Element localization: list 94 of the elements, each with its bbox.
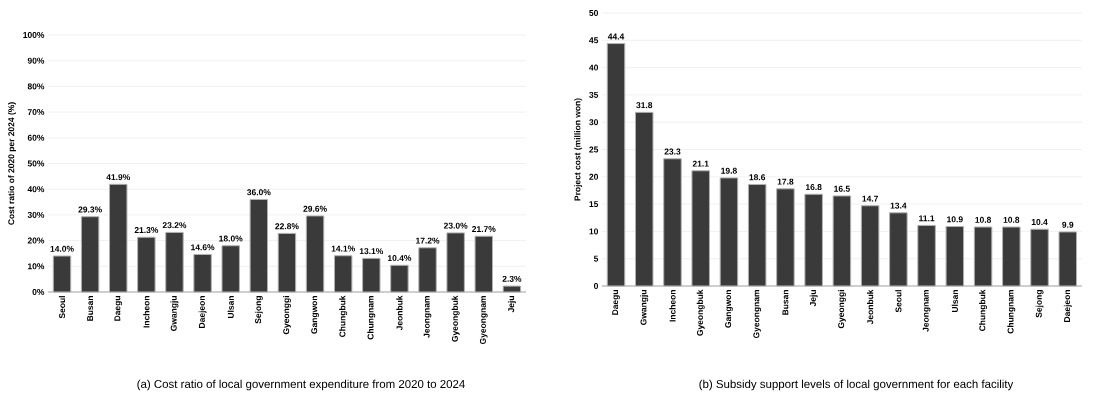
text: (a) Cost ratio of local government expenditure from 2020 to 2024 (137, 379, 465, 391)
data-label: 10.8 (975, 216, 992, 223)
x-tick-label: Gangwon (311, 296, 319, 334)
data-label: 10.8 (1003, 216, 1020, 223)
y-tick-label: 30 (589, 119, 599, 126)
data-label: 10.4 (1031, 219, 1048, 226)
text: (b) Subsidy support levels of local government for each facility (699, 379, 1014, 391)
y-tick-label: 25 (589, 146, 599, 153)
x-tick-label: Gwangju (170, 296, 179, 331)
data-label: 17.8 (777, 178, 794, 185)
data-label: 9.9 (1062, 221, 1074, 228)
y-tick-label: 20 (589, 173, 599, 180)
data-label: 10.9 (947, 216, 963, 223)
data-label: 36.0% (247, 189, 271, 196)
y-tick-label: 35 (589, 91, 599, 98)
data-label: 31.8 (636, 102, 653, 109)
y-tick-label: 5 (593, 255, 599, 262)
x-tick-label: Daejeon (198, 296, 207, 328)
y-tick-label: 0 (593, 283, 599, 289)
x-tick-label: Incheon (669, 290, 676, 322)
x-tick-label: Ulsan (951, 290, 958, 313)
x-tick-label: Ulsan (227, 296, 234, 319)
data-label: 21.1 (692, 160, 709, 167)
x-tick-label: Gyeongbuk (696, 289, 705, 336)
data-label: 13.1% (359, 248, 384, 255)
x-tick-label: Sejong (254, 296, 263, 324)
x-tick-label: Jeju (809, 290, 818, 307)
y-tick-label: 100% (23, 32, 45, 38)
x-tick-label: Gyeonggi (837, 290, 846, 329)
y-tick-label: 0% (32, 289, 45, 295)
y-tick-label: 10 (589, 228, 599, 235)
data-label: 16.8 (805, 184, 822, 191)
data-label: 44.4 (607, 33, 625, 40)
x-tick-label: Jeongnam (423, 296, 432, 338)
data-label: 23.3 (664, 148, 681, 155)
x-tick-label: Gyeongbuk (451, 295, 460, 342)
y-tick-label: 70% (27, 109, 45, 116)
data-label: 16.5 (834, 185, 850, 192)
x-tick-label: Chungnam (367, 296, 376, 340)
data-label: 29.6% (303, 205, 327, 212)
y-tick-label: 80% (27, 83, 45, 90)
data-label: 41.9% (106, 174, 131, 181)
data-label: 17.2% (416, 237, 440, 244)
x-tick-label: Daegu (612, 290, 620, 315)
x-tick-label: Daejeon (1063, 290, 1072, 322)
y-tick-label: 15 (589, 201, 599, 208)
data-label: 18.0% (219, 235, 243, 242)
data-label: 14.1% (331, 245, 355, 252)
x-tick-label: Gyeongnam (479, 296, 488, 345)
data-label: 19.8 (721, 167, 737, 174)
data-label: 13.4 (890, 202, 907, 209)
y-tick-label: 60% (27, 134, 45, 141)
x-tick-label: Jeonbuk (396, 295, 403, 331)
data-label: 29.3% (78, 206, 102, 213)
x-tick-label: Chungnam (1007, 290, 1016, 334)
y-tick-label: 50 (589, 10, 599, 16)
data-label: 21.3% (134, 227, 159, 234)
x-tick-label: Sejong (1035, 290, 1044, 318)
data-label: 2.3% (502, 275, 522, 282)
x-tick-label: Jeju (507, 296, 516, 313)
x-tick-label: Chungbuk (339, 295, 348, 338)
x-tick-label: Jeonbuk (867, 289, 874, 325)
x-tick-label: Busan (87, 296, 94, 321)
data-label: 14.6% (191, 244, 215, 251)
x-tick-label: Gyeonggi (282, 296, 291, 335)
x-tick-label: Daegu (114, 296, 123, 321)
x-tick-label: Gangwon (725, 290, 733, 328)
y-axis-title: Project cost (million won) (574, 98, 583, 201)
data-label: 22.8% (275, 223, 299, 230)
y-tick-label: 10% (28, 263, 45, 270)
y-tick-label: 45 (589, 37, 599, 44)
y-axis-title: Cost ratio of 2020 per 2024 (%) (8, 102, 16, 225)
x-tick-label: Seoul (895, 290, 902, 313)
data-label: 21.7% (472, 226, 496, 233)
data-label: 18.6 (749, 174, 766, 181)
x-tick-label: Chungbuk (979, 289, 988, 332)
y-tick-label: 50% (27, 160, 45, 167)
data-label: 11.1 (919, 215, 935, 222)
x-tick-label: Jeongnam (922, 290, 931, 332)
y-tick-label: 20% (27, 237, 45, 244)
x-tick-label: Incheon (143, 296, 150, 328)
data-label: 14.7 (862, 195, 878, 202)
x-tick-label: Gwangju (640, 290, 649, 325)
y-tick-label: 90% (27, 57, 45, 64)
y-tick-label: 40 (589, 64, 599, 71)
data-label: 14.0% (50, 245, 74, 252)
y-tick-label: 30% (27, 211, 45, 218)
x-tick-label: Busan (782, 290, 789, 315)
data-label: 23.2% (162, 222, 187, 229)
x-tick-label: Seoul (58, 296, 66, 319)
data-label: 10.4% (387, 255, 412, 262)
x-tick-label: Gyeongnam (753, 290, 762, 339)
data-label: 23.0% (443, 222, 468, 229)
y-tick-label: 40% (27, 186, 45, 193)
